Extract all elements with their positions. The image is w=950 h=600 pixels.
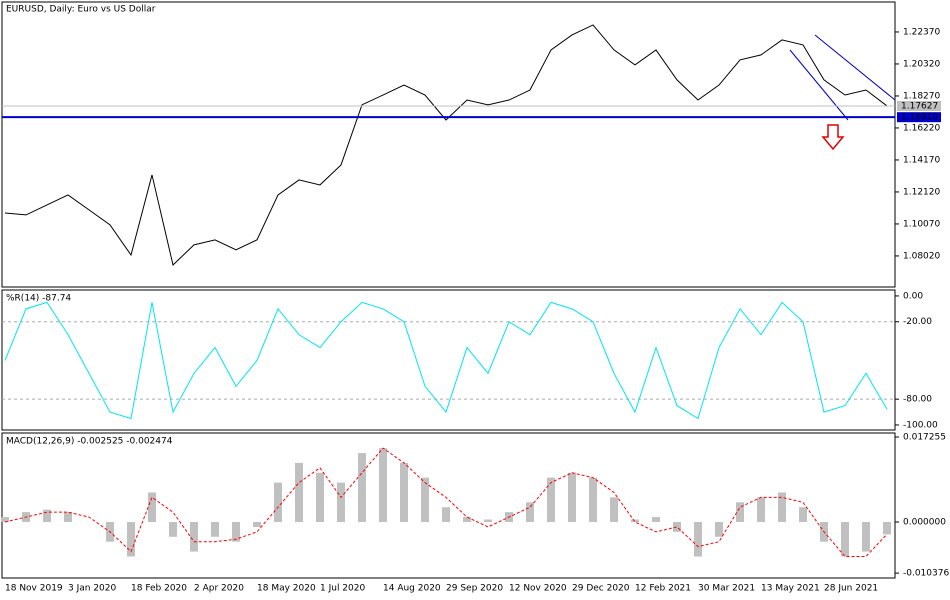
- y-tick-label: 0.00: [903, 291, 923, 301]
- macd-bar: [400, 462, 408, 522]
- macd-bar: [463, 517, 471, 522]
- y-tick-label: 1.16220: [903, 123, 940, 133]
- y-tick-label: 1.14170: [903, 155, 940, 165]
- macd-bar: [64, 512, 72, 522]
- macd-bar: [526, 502, 534, 522]
- macd-bar: [253, 521, 261, 527]
- level-box: [897, 112, 941, 123]
- macd-bar: [421, 477, 429, 522]
- y-tick-label: 1.20320: [903, 59, 940, 69]
- x-tick-label: 18 May 2020: [257, 584, 316, 594]
- macd-bar: [631, 519, 639, 522]
- macd-bar: [778, 492, 786, 522]
- y-tick-label: -100.00: [903, 420, 938, 430]
- wpr-panel: [1, 289, 896, 431]
- macd-title: MACD(12,26,9) -0.002525 -0.002474: [6, 437, 173, 447]
- macd-bar: [1, 517, 9, 522]
- wpr-title: %R(14) -87.74: [6, 294, 71, 304]
- macd-bar: [295, 462, 303, 522]
- macd-bar: [652, 517, 660, 522]
- macd-bar: [274, 482, 282, 522]
- x-tick-label: 18 Feb 2020: [131, 584, 187, 594]
- macd-bar: [148, 492, 156, 522]
- macd-bar: [358, 453, 366, 522]
- y-tick-label: 1.18270: [903, 91, 940, 101]
- y-tick-label: 1.12120: [903, 187, 940, 197]
- macd-bar: [337, 482, 345, 522]
- y-tick-label: 0.000000: [903, 517, 946, 527]
- y-tick-label: 1.08020: [903, 251, 940, 261]
- macd-bar: [442, 507, 450, 522]
- macd-bar: [211, 521, 219, 537]
- macd-panel: [1, 432, 896, 579]
- current-price-label: 1.17627: [901, 101, 938, 111]
- macd-bar: [169, 521, 177, 537]
- y-tick-label: -20.00: [903, 317, 932, 327]
- x-tick-label: 29 Sep 2020: [446, 584, 503, 594]
- macd-bar: [568, 472, 576, 522]
- macd-bar: [127, 521, 135, 557]
- macd-bar: [862, 521, 870, 552]
- x-tick-label: 12 Nov 2020: [509, 584, 567, 594]
- price-panel: [1, 1, 896, 288]
- chart-title: EURUSD, Daily: Euro vs US Dollar: [6, 5, 156, 15]
- y-tick-label: -80.00: [903, 395, 932, 405]
- macd-bar: [232, 521, 240, 542]
- macd-bar: [43, 509, 51, 522]
- macd-bar: [190, 521, 198, 552]
- x-tick-label: 29 Dec 2020: [572, 584, 630, 594]
- macd-bar: [673, 521, 681, 532]
- y-tick-label: 1.22370: [903, 27, 940, 37]
- macd-bar: [379, 448, 387, 522]
- y-tick-label: 0.017255: [903, 433, 946, 443]
- macd-bar: [589, 477, 597, 522]
- macd-bar: [484, 519, 492, 522]
- level-label: 1.16910: [901, 113, 938, 123]
- macd-bar: [883, 521, 891, 535]
- y-tick-label: 1.10070: [903, 219, 940, 229]
- x-tick-label: 12 Feb 2021: [635, 584, 691, 594]
- signal-line: [4, 447, 888, 557]
- macd-bar: [316, 472, 324, 522]
- macd-bar: [610, 497, 618, 522]
- price-line: [4, 301, 888, 420]
- macd-bar: [757, 497, 765, 522]
- current-price-box: [897, 100, 941, 111]
- x-tick-label: 13 May 2021: [761, 584, 820, 594]
- x-tick-label: 3 Jan 2020: [68, 584, 116, 594]
- macd-bar: [841, 521, 849, 557]
- x-tick-label: 28 Jun 2021: [824, 584, 878, 594]
- x-tick-label: 14 Aug 2020: [383, 584, 441, 594]
- channel-line: [789, 49, 849, 121]
- down-arrow: [821, 124, 845, 151]
- x-tick-label: 30 Mar 2021: [698, 584, 755, 594]
- x-tick-label: 18 Nov 2019: [5, 584, 63, 594]
- macd-bar: [694, 521, 702, 557]
- macd-bar: [799, 507, 807, 522]
- x-tick-label: 2 Apr 2020: [194, 584, 244, 594]
- channel-line: [814, 34, 896, 101]
- macd-bar: [715, 521, 723, 537]
- x-tick-label: 1 Jul 2020: [320, 584, 365, 594]
- macd-bar: [736, 502, 744, 522]
- price-line: [4, 24, 888, 266]
- y-tick-label: -0.010376: [903, 569, 949, 579]
- macd-bar: [547, 477, 555, 522]
